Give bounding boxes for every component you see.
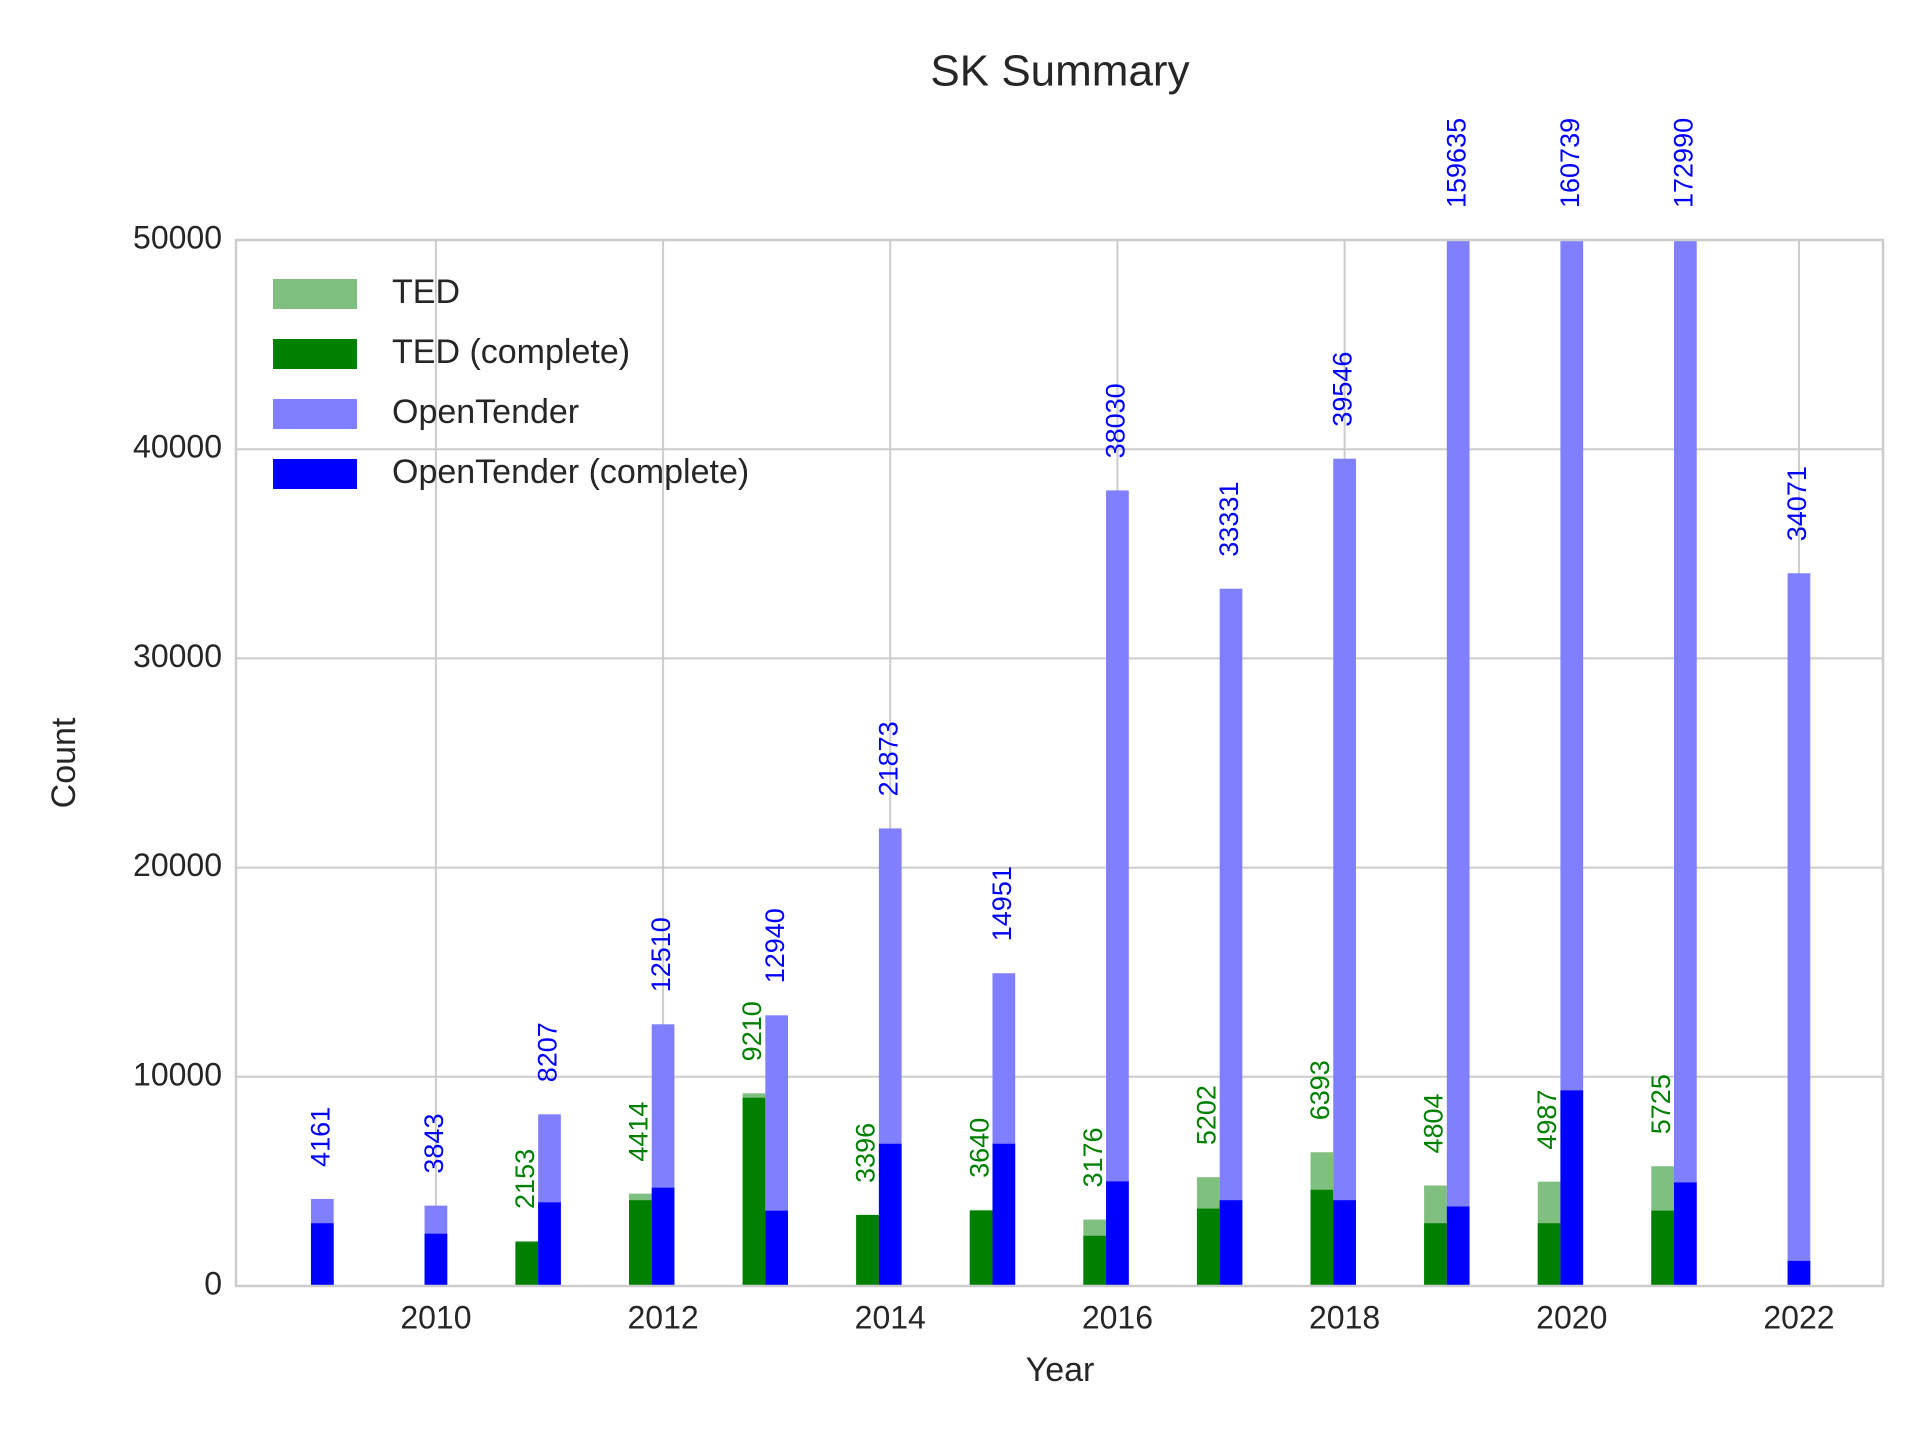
bar <box>1560 240 1584 1286</box>
bar <box>1333 458 1356 1286</box>
y-tick-label: 10000 <box>133 1056 222 1092</box>
bar <box>538 1202 561 1286</box>
value-label: 3640 <box>964 1118 994 1178</box>
x-tick-label: 2020 <box>1536 1299 1607 1335</box>
y-tick-label: 0 <box>204 1265 222 1301</box>
bar <box>1787 573 1811 1286</box>
value-label: 4804 <box>1419 1093 1449 1153</box>
value-label: 33331 <box>1214 482 1244 557</box>
y-axis-label: Count <box>45 717 83 808</box>
bar <box>629 1200 652 1286</box>
bar <box>878 1143 902 1286</box>
chart-title: SK Summary <box>930 47 1189 96</box>
bar <box>1333 1200 1356 1286</box>
y-tick-label: 30000 <box>133 638 222 674</box>
value-label: 3176 <box>1078 1127 1108 1187</box>
value-label: 8207 <box>533 1022 563 1082</box>
value-label: 4161 <box>305 1107 335 1167</box>
value-label: 21873 <box>873 721 903 796</box>
legend-swatch <box>273 459 357 489</box>
x-tick-label: 2022 <box>1763 1299 1834 1335</box>
legend-label: OpenTender <box>392 393 579 431</box>
bar <box>310 1223 334 1286</box>
bar <box>1537 1223 1561 1286</box>
value-label: 12940 <box>760 908 790 983</box>
x-axis-label: Year <box>1026 1351 1095 1389</box>
axes-frame <box>234 238 1885 1288</box>
bar <box>651 1187 675 1286</box>
x-tick-label: 2016 <box>1082 1299 1153 1335</box>
value-label: 14951 <box>987 866 1017 941</box>
value-label: 159635 <box>1441 118 1471 208</box>
legend-swatch <box>273 339 357 369</box>
bar <box>1219 1200 1243 1286</box>
value-label: 6393 <box>1305 1060 1335 1120</box>
legend-label: TED <box>392 273 460 311</box>
bar <box>992 1143 1016 1286</box>
value-label: 2153 <box>510 1149 540 1209</box>
bar <box>424 1233 448 1286</box>
bar <box>1219 588 1243 1286</box>
bar <box>1106 490 1129 1286</box>
y-tick-label: 50000 <box>133 219 222 255</box>
bar <box>1310 1189 1334 1286</box>
value-label: 34071 <box>1782 466 1812 541</box>
value-label: 38030 <box>1101 383 1131 458</box>
value-label: 5725 <box>1646 1074 1676 1134</box>
bar <box>1106 1181 1129 1286</box>
value-label: 4987 <box>1532 1090 1562 1150</box>
value-label: 172990 <box>1668 118 1698 208</box>
value-label: 160739 <box>1555 118 1585 208</box>
legend-label: OpenTender (complete) <box>392 453 749 491</box>
x-tick-label: 2014 <box>855 1299 926 1335</box>
bar <box>969 1210 993 1286</box>
bar <box>1674 240 1697 1286</box>
bar <box>1446 1206 1470 1286</box>
bar <box>765 1210 789 1286</box>
y-tick-label: 20000 <box>133 847 222 883</box>
value-label: 39546 <box>1328 352 1358 427</box>
bar <box>1446 240 1470 1286</box>
bar <box>1651 1210 1675 1286</box>
value-label: 3843 <box>419 1114 449 1174</box>
value-label: 3396 <box>851 1123 881 1183</box>
legend-swatch <box>273 279 357 309</box>
y-tick-label: 40000 <box>133 429 222 465</box>
value-label: 5202 <box>1191 1085 1221 1145</box>
value-label: 9210 <box>737 1001 767 1061</box>
bar <box>1560 1090 1584 1286</box>
bar <box>742 1097 766 1286</box>
legend-swatch <box>273 399 357 429</box>
bar <box>1424 1223 1447 1286</box>
value-label: 12510 <box>646 917 676 992</box>
bar <box>1196 1208 1220 1286</box>
x-tick-label: 2012 <box>627 1299 698 1335</box>
bar <box>1787 1260 1811 1286</box>
legend-label: TED (complete) <box>392 333 630 371</box>
bar <box>515 1242 539 1286</box>
bar <box>856 1214 879 1286</box>
value-label: 4414 <box>623 1102 653 1162</box>
x-tick-label: 2010 <box>400 1299 471 1335</box>
plot-area <box>310 240 1811 1286</box>
bar <box>1674 1182 1697 1286</box>
x-tick-label: 2018 <box>1309 1299 1380 1335</box>
bar <box>1083 1235 1107 1286</box>
